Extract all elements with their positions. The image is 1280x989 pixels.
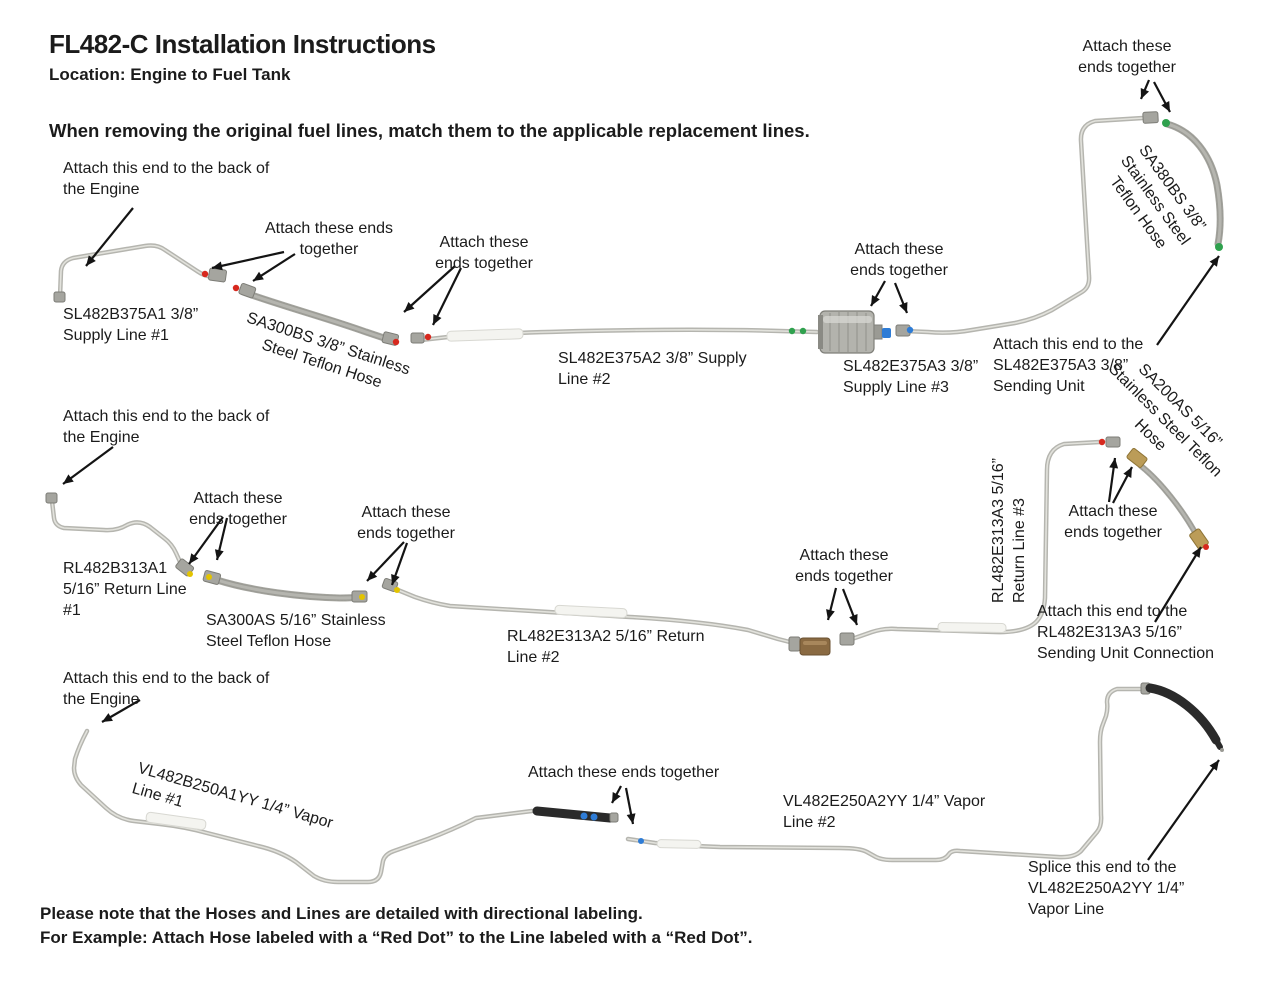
supply-hose-sa300bs [232,282,400,346]
yellow-dot-marker [187,571,193,577]
yellow-dot-marker [206,574,212,580]
vapor-rubber-hose [532,806,615,823]
return-line-2 [381,577,831,656]
arrow [432,267,462,326]
attach-note: Attach these ends together [189,490,287,528]
part-label-return-line-1: RL482B313A1 5/16” Return Line #1 [63,560,187,619]
vapor-rubber-hose [1145,683,1221,745]
yellow-dot-marker [359,594,365,600]
arrow [211,250,285,270]
arrow [1147,759,1220,861]
annotation-arrows [62,79,1220,861]
supply-engine-note: Attach this end to the back of the Engin… [63,160,270,198]
location-subtitle: Location: Engine to Fuel Tank [49,65,291,84]
supply-hose-sa380bs [1162,119,1224,251]
attach-note: Attach these ends together [528,764,720,781]
part-label-return-hose-sa300as: SA300AS 5/16” Stainless Steel Teflon Hos… [206,612,386,650]
footer-note-line1: Please note that the Hoses and Lines are… [40,904,643,923]
supply-line-1 [53,243,227,303]
attach-note: Attach these ends together [795,547,893,585]
part-label-supply-line-2: SL482E375A2 3/8” Supply Line #2 [558,350,747,388]
return-line-1 [45,492,195,577]
vapor-splice-note: Splice this end to the VL482E250A2YY 1/4… [1028,859,1185,918]
vapor-line-2 [625,682,1224,863]
green-dot-marker [799,327,807,335]
blue-dot-marker [638,838,644,844]
footer-note-line2: For Example: Attach Hose labeled with a … [40,928,753,947]
arrow [62,446,114,485]
attach-note: Attach these ends together [850,241,948,279]
attach-note: Attach these ends together [264,220,394,258]
green-dot-marker [1215,243,1223,251]
attach-note: Attach these ends together [1064,503,1162,541]
part-sleeve-label [937,621,1007,634]
red-dot-marker [232,284,240,292]
part-label-supply-line-3: SL482E375A3 3/8” Supply Line #3 [843,358,979,396]
return-hose-sa300as [202,570,368,603]
supply-line-2 [410,327,820,344]
part-label-return-line-3: RL482E313A3 5/16” Return Line #3 [990,458,1028,603]
vapor-engine-note: Attach this end to the back of the Engin… [63,670,270,708]
green-dot-marker [788,327,796,335]
brass-fitting [1126,448,1148,468]
part-sleeve-label [446,328,524,342]
part-sleeve-label [145,811,207,831]
part-label-vapor-line-2: VL482E250A2YY 1/4” Vapor Line #2 [783,793,986,831]
part-label-return-line-2: RL482E313A2 5/16” Return Line #2 [507,628,705,666]
yellow-dot-marker [394,587,400,593]
supply-line-3 [895,111,1159,337]
vapor-line-1 [71,728,619,885]
red-dot-marker [392,338,400,346]
red-dot-marker [424,333,432,341]
part-sleeve-label [656,839,702,849]
return-sending-unit-note: Attach this end to the RL482E313A3 5/16”… [1037,603,1215,662]
return-engine-note: Attach this end to the back of the Engin… [63,408,270,446]
blue-dot-marker [590,813,598,821]
supply-sending-unit-note: Attach this end to the SL482E375A3 3/8” … [993,336,1144,395]
red-dot-marker [201,270,209,278]
brown-fitting [799,637,831,656]
page-title: FL482-C Installation Instructions [49,29,436,59]
attach-note: Attach these ends together [435,234,533,272]
attach-note: Attach these ends together [357,504,455,542]
red-dot-marker [1203,544,1209,550]
green-dot-marker [1162,119,1170,127]
return-line-3 [839,436,1121,646]
arrow [1156,255,1220,346]
blue-dot-marker [882,328,891,338]
part-sleeve-label [554,604,628,619]
attach-note: Attach these ends together [1078,38,1176,76]
arrow [85,207,134,267]
intro-note: When removing the original fuel lines, m… [49,120,810,141]
blue-dot-marker [580,812,588,820]
arrow [403,265,456,313]
arrow [1154,546,1202,623]
return-hose-sa200as [1126,448,1209,550]
blue-dot-marker [906,326,914,334]
fuel-filter [818,310,891,354]
red-dot-marker [1098,438,1106,446]
part-label-supply-line-1: SL482B375A1 3/8” Supply Line #1 [63,306,199,344]
